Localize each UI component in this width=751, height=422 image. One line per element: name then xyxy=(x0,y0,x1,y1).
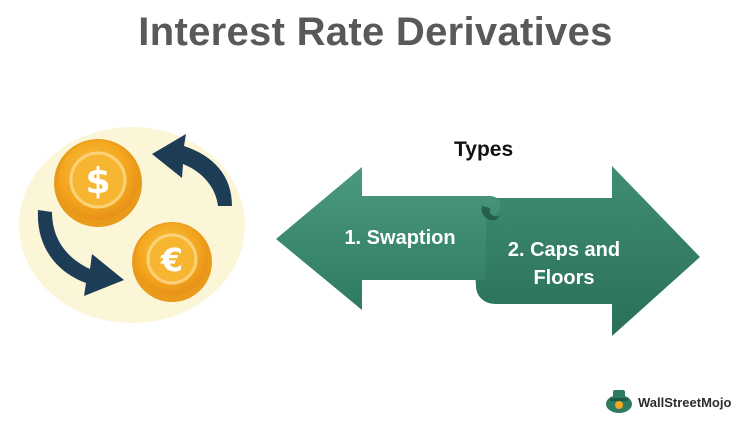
types-double-arrow xyxy=(276,166,700,336)
svg-text:€: € xyxy=(160,241,183,279)
right-arrow-shape xyxy=(470,166,700,336)
svg-text:$: $ xyxy=(85,161,110,202)
arrow-fold xyxy=(481,206,500,221)
dollar-coin-icon: $ xyxy=(54,139,142,227)
page-title: Interest Rate Derivatives xyxy=(138,10,613,54)
circular-exchange-arrows-icon xyxy=(37,134,232,296)
types-heading: Types xyxy=(454,138,514,161)
brand-watermark: WallStreetMojo xyxy=(604,388,731,416)
euro-coin-icon: € xyxy=(132,222,212,302)
wallstreetmojo-logo-icon xyxy=(606,390,632,413)
currency-exchange-illustration: $ € xyxy=(19,127,245,323)
type-label-swaption: 1. Swaption xyxy=(344,227,456,249)
left-arrow-shape xyxy=(276,167,501,310)
brand-name: WallStreetMojo xyxy=(638,394,732,410)
type-label-caps-and-floors: 2. Caps and Floors xyxy=(507,239,621,289)
